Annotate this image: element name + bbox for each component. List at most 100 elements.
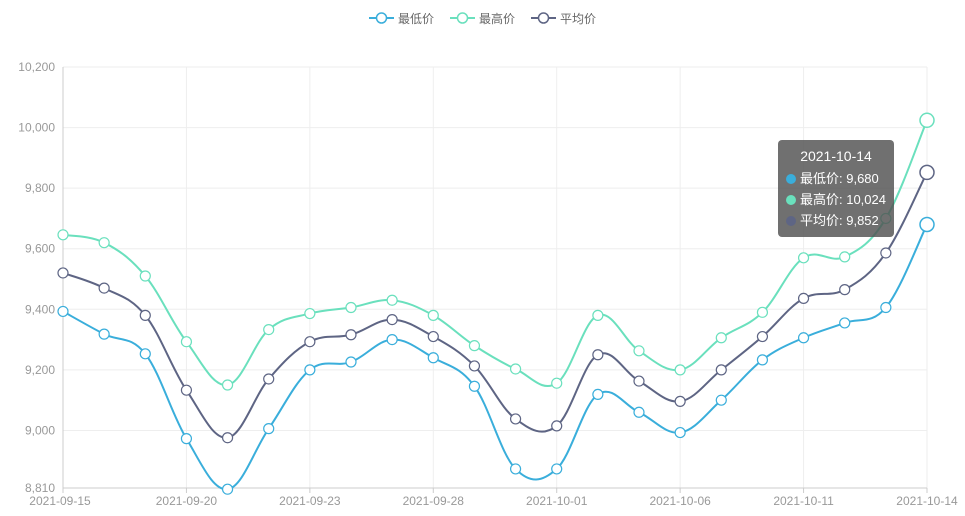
series-dot-icon <box>786 173 796 184</box>
x-tick-label: 2021-10-01 <box>526 494 588 508</box>
data-point <box>756 330 769 343</box>
data-point <box>221 379 234 391</box>
legend-label: 平均价 <box>560 11 597 26</box>
data-point <box>756 306 769 318</box>
data-point <box>509 363 522 375</box>
legend-item-avg[interactable]: 平均价 <box>531 10 596 27</box>
data-point <box>674 395 686 407</box>
data-point <box>756 354 769 366</box>
data-point <box>180 433 193 445</box>
data-point <box>509 413 522 425</box>
x-tick-label: 2021-10-06 <box>649 494 711 508</box>
data-point <box>880 247 892 259</box>
series-dot-icon <box>786 194 796 205</box>
x-tick-label: 2021-09-28 <box>403 494 465 508</box>
data-point <box>57 229 69 241</box>
legend-label: 最高价 <box>478 11 515 26</box>
data-point <box>839 284 851 296</box>
x-tick-label: 2021-09-15 <box>29 494 91 508</box>
y-tick-label: 8,810 <box>25 481 55 495</box>
legend-line-circle-icon <box>531 12 556 24</box>
data-point <box>919 164 935 181</box>
data-point <box>180 336 193 348</box>
data-point <box>304 336 316 348</box>
x-tick-label: 2021-09-23 <box>279 494 341 508</box>
y-tick-label: 9,000 <box>25 423 55 437</box>
data-point <box>674 364 686 376</box>
data-point <box>345 356 357 368</box>
data-point <box>57 305 69 318</box>
data-point <box>139 309 151 321</box>
data-point <box>592 388 604 401</box>
data-point <box>839 317 851 329</box>
data-point <box>263 323 275 336</box>
tooltip-row: 平均价: 9,852 <box>786 210 886 231</box>
data-point <box>633 375 645 387</box>
legend-item-max[interactable]: 最高价 <box>449 10 515 27</box>
data-point <box>551 463 563 475</box>
tooltip: 2021-10-14 最低价: 9,680 最高价: 10,024 平均价: 9… <box>778 140 894 237</box>
data-point <box>468 340 481 352</box>
data-point <box>221 483 234 495</box>
legend-item-min[interactable]: 最低价 <box>368 10 434 27</box>
x-tick-label: 2021-10-11 <box>773 494 834 508</box>
data-point <box>221 432 234 444</box>
data-point <box>180 384 193 396</box>
data-point <box>715 394 727 406</box>
data-point <box>386 314 398 326</box>
tooltip-row: 最高价: 10,024 <box>786 189 886 210</box>
tooltip-row: 最低价: 9,680 <box>786 168 886 189</box>
data-point <box>427 330 439 343</box>
data-point <box>919 216 935 233</box>
data-point <box>304 364 316 376</box>
data-point <box>797 292 810 304</box>
data-point <box>509 463 522 475</box>
data-point <box>139 348 151 360</box>
data-point <box>715 332 727 344</box>
data-point <box>57 267 69 279</box>
data-point <box>633 345 645 357</box>
y-tick-label: 9,200 <box>25 363 55 377</box>
data-point <box>345 301 357 314</box>
data-point <box>345 329 357 341</box>
series-line-3 <box>62 171 928 439</box>
y-tick-label: 9,400 <box>25 302 55 316</box>
data-point <box>839 251 851 263</box>
data-point <box>386 333 398 346</box>
series-line-1 <box>62 224 928 491</box>
tooltip-value: 平均价: 9,852 <box>800 213 879 228</box>
data-point <box>427 309 439 321</box>
tooltip-value: 最低价: 9,680 <box>800 171 879 186</box>
data-point <box>919 112 935 129</box>
x-tick-label: 2021-09-20 <box>156 494 218 508</box>
data-point <box>592 349 604 361</box>
data-point <box>98 282 110 294</box>
y-tick-label: 9,800 <box>25 181 55 195</box>
data-point <box>468 360 481 372</box>
series-dot-icon <box>786 215 796 226</box>
data-point <box>880 301 892 314</box>
data-point <box>551 377 563 389</box>
y-tick-label: 10,200 <box>18 60 55 74</box>
data-point <box>797 332 810 344</box>
series-line-2 <box>62 119 928 387</box>
data-point <box>386 294 398 306</box>
y-tick-label: 10,000 <box>18 121 55 135</box>
legend-line-circle-icon <box>368 12 394 24</box>
tooltip-value: 最高价: 10,024 <box>800 192 886 207</box>
data-point <box>551 420 563 432</box>
data-point <box>674 426 686 439</box>
data-point <box>263 373 275 385</box>
data-point <box>468 380 481 392</box>
data-point <box>263 423 275 435</box>
y-tick-label: 9,600 <box>25 242 55 256</box>
data-point <box>715 364 727 376</box>
x-tick-label: 2021-10-14 <box>896 494 958 508</box>
data-point <box>592 309 604 321</box>
data-point <box>427 352 439 364</box>
legend-label: 最低价 <box>397 11 434 26</box>
legend: 最低价 最高价 平均价 <box>0 8 965 28</box>
data-point <box>98 328 110 340</box>
data-point <box>797 252 810 264</box>
